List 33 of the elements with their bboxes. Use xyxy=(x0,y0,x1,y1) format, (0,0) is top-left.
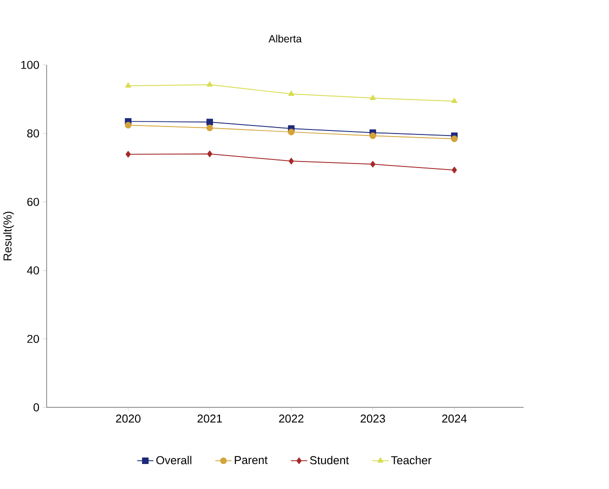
y-tick-label: 0 xyxy=(34,403,40,412)
point xyxy=(370,94,376,100)
point xyxy=(206,118,214,126)
point xyxy=(288,158,294,164)
point xyxy=(370,160,376,168)
y-tick-label: 80 xyxy=(27,129,40,138)
y-tick-label: 100 xyxy=(21,60,40,69)
point xyxy=(451,98,458,103)
x-tick-label: 2024 xyxy=(442,414,467,422)
point xyxy=(452,166,457,174)
point xyxy=(451,135,458,142)
legend-label: Overall xyxy=(156,456,192,464)
point xyxy=(370,132,376,139)
point xyxy=(206,81,213,86)
y-axis-title: Result(%) xyxy=(3,212,14,260)
chart-title: Alberta xyxy=(268,34,302,42)
legend-label: Teacher xyxy=(391,456,432,464)
point xyxy=(207,150,212,158)
legend-label: Parent xyxy=(234,456,268,464)
point xyxy=(288,128,295,136)
y-tick-label: 20 xyxy=(27,334,40,343)
x-tick-label: 2023 xyxy=(360,414,386,422)
point xyxy=(124,122,132,128)
point xyxy=(288,90,294,96)
point xyxy=(206,124,214,131)
point xyxy=(125,82,132,88)
x-tick-label: 2022 xyxy=(279,414,304,422)
legend-label: Student xyxy=(310,456,349,464)
point xyxy=(126,150,131,158)
x-tick-label: 2021 xyxy=(198,414,222,422)
y-tick-label: 40 xyxy=(26,266,40,274)
x-tick-label: 2020 xyxy=(116,414,140,422)
y-tick-label: 60 xyxy=(27,198,40,206)
